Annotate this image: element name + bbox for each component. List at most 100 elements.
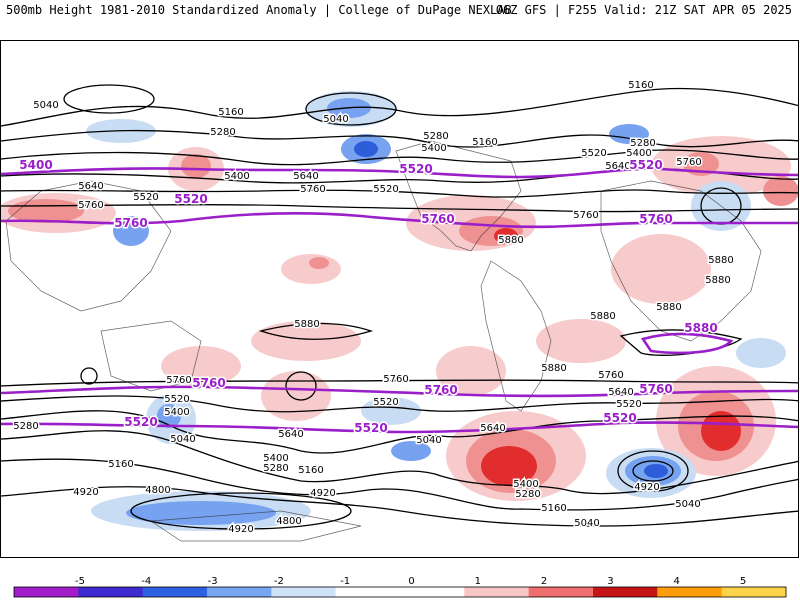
thickness-contour-label: 5760 [114, 216, 147, 230]
anomaly-positive-area [611, 234, 711, 304]
height-contour-label: 5400 [224, 171, 249, 182]
anomaly-negative-area [609, 124, 649, 144]
thickness-contour-label: 5760 [192, 376, 225, 390]
thickness-contour-label: 5520 [629, 158, 662, 172]
height-contour-label: 5520 [373, 397, 398, 408]
height-contour-label: 4920 [310, 488, 335, 499]
colorbar-tick-label: -1 [340, 576, 350, 587]
anomaly-map: 5160 5040 5040 5160 5280 5280 5160 5400 5280 5400… [0, 40, 799, 558]
height-contour-label: 5760 [573, 210, 598, 221]
height-contour-label: 4920 [73, 487, 98, 498]
height-contour-label: 5640 [293, 171, 318, 182]
colorbar-tick-label: -2 [274, 576, 284, 587]
thickness-contour-label: 5760 [639, 382, 672, 396]
height-contour-label: 5640 [78, 181, 103, 192]
height-contour-label: 5760 [676, 157, 701, 168]
colorbar-segment [400, 587, 465, 597]
height-contour-label: 4800 [276, 516, 301, 527]
height-contour-label: 5400 [421, 143, 446, 154]
anomaly-negative-area [126, 501, 276, 525]
anomaly-positive-area [261, 371, 331, 421]
colorbar-tick-label: 0 [408, 576, 414, 587]
height-contour-label: 5160 [628, 80, 653, 91]
height-contour-label: 5640 [608, 387, 633, 398]
colorbar-segment [271, 587, 337, 597]
anomaly-negative-area [391, 441, 431, 461]
height-contour-label: 5280 [630, 138, 655, 149]
colorbar-segment [721, 587, 787, 597]
height-contour-label: 5880 [708, 255, 733, 266]
anomaly-positive-area [481, 446, 537, 486]
anomaly-positive-area [436, 346, 506, 396]
anomaly-negative-area [361, 397, 421, 425]
anomaly-positive-area [701, 411, 741, 451]
anomaly-positive-area [8, 199, 84, 223]
height-contour-label: 5760 [598, 370, 623, 381]
colorbar-segment [207, 587, 272, 597]
height-contour-label: 5760 [300, 184, 325, 195]
colorbar-tick-label: -3 [208, 576, 218, 587]
colorbar-tick-label: 2 [541, 576, 547, 587]
colorbar-tick-label: -4 [141, 576, 151, 587]
height-contours [1, 84, 798, 530]
colorbar-tick-label: 4 [674, 576, 680, 587]
height-contour-label: 5520 [133, 192, 158, 203]
colorbar-tick-label: 1 [475, 576, 481, 587]
height-contour-label: 5040 [675, 499, 700, 510]
thickness-contour-label: 5880 [684, 321, 717, 335]
height-contour-label: 5400 [263, 453, 288, 464]
height-contour-label: 5520 [164, 394, 189, 405]
height-contour-label: 5160 [541, 503, 566, 514]
height-contour-label: 5160 [108, 459, 133, 470]
height-contour-label: 5760 [166, 375, 191, 386]
anomaly-positive-area [181, 154, 211, 178]
colorbar-tick-label: 5 [740, 576, 746, 587]
thickness-contour-label: 5520 [354, 421, 387, 435]
height-contour-label: 4800 [145, 485, 170, 496]
height-contour-label: 5760 [78, 200, 103, 211]
height-contour-label: 5640 [480, 423, 505, 434]
height-contour-label: 5160 [298, 465, 323, 476]
anomaly-positive-area [281, 254, 341, 284]
height-contour-label: 5400 [164, 407, 189, 418]
height-contour-label: 5040 [323, 114, 348, 125]
height-contour-label: 5880 [590, 311, 615, 322]
height-contour-label: 5640 [278, 429, 303, 440]
height-contour-label: 5400 [626, 148, 651, 159]
height-contour-label: 5880 [656, 302, 681, 313]
anomaly-positive-area [536, 319, 626, 363]
anomaly-negative-area [354, 141, 378, 157]
height-contour-label: 5640 [605, 161, 630, 172]
height-contour-label: 5280 [515, 489, 540, 500]
anomaly-negative-area [736, 338, 786, 368]
colorbar-segment [335, 587, 401, 597]
height-contour-label: 5280 [13, 421, 38, 432]
anomaly-negative-area [644, 464, 668, 478]
thickness-contour-label: 5520 [174, 192, 207, 206]
anomaly-shading [1, 91, 798, 531]
height-contour-label: 5280 [210, 127, 235, 138]
thickness-contour-label: 5520 [399, 162, 432, 176]
height-contour-label: 5160 [218, 107, 243, 118]
thickness-contour-label: 5760 [639, 212, 672, 226]
height-contour-label: 5040 [170, 434, 195, 445]
height-contour-label: 5760 [383, 374, 408, 385]
height-contour-label: 5400 [23, 161, 48, 172]
colorbar-segment [142, 587, 208, 597]
anomaly-positive-area [251, 321, 361, 361]
anomaly-positive-area [494, 228, 518, 244]
colorbar-segment [464, 587, 530, 597]
colorbar-outline [13, 586, 787, 598]
thickness-contours [1, 167, 798, 434]
thickness-contour-label: 5760 [424, 383, 457, 397]
height-contour-label: 5040 [416, 435, 441, 446]
height-contour-label: 5040 [574, 518, 599, 529]
model-run-info: 06Z GFS | F255 Valid: 21Z SAT APR 05 202… [495, 3, 792, 17]
height-contour-label: 5280 [423, 131, 448, 142]
height-contour-label: 5520 [581, 148, 606, 159]
height-contour-label: 5160 [472, 137, 497, 148]
thickness-contour-label: 5400 [19, 158, 52, 172]
thickness-contour-label: 5520 [603, 411, 636, 425]
